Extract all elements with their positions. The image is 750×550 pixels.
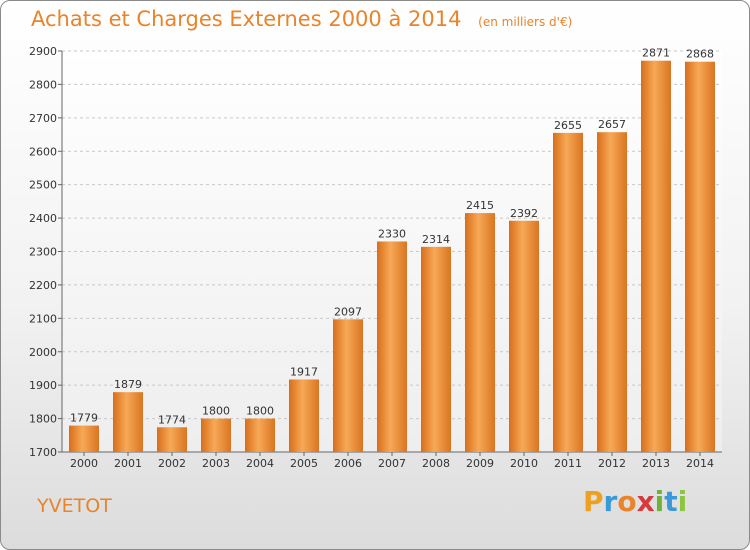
city-name: YVETOT [37, 495, 112, 517]
x-tick-label: 2007 [378, 457, 406, 470]
data-label: 1774 [158, 413, 186, 426]
data-label: 2415 [466, 199, 494, 212]
bar [113, 392, 143, 452]
x-tick-label: 2014 [686, 457, 714, 470]
logo-letter: i [677, 485, 688, 518]
x-tick-label: 2000 [70, 457, 98, 470]
data-label: 1879 [114, 378, 142, 391]
bar [597, 132, 627, 452]
bar [245, 418, 275, 452]
bar [553, 132, 583, 452]
x-tick-label: 2002 [158, 457, 186, 470]
y-tick-label: 2400 [29, 212, 57, 225]
data-label: 2655 [554, 119, 582, 132]
x-tick-label: 2011 [554, 457, 582, 470]
bar [377, 241, 407, 452]
x-tick-label: 2001 [114, 457, 142, 470]
proxiti-logo: Proxiti [583, 485, 687, 518]
y-tick-label: 2300 [29, 246, 57, 259]
y-tick-label: 2000 [29, 346, 57, 359]
x-tick-label: 2003 [202, 457, 230, 470]
y-tick-label: 2500 [29, 179, 57, 192]
data-label: 1800 [246, 405, 274, 418]
data-label: 2657 [598, 118, 626, 131]
data-label: 1800 [202, 405, 230, 418]
logo-letter: i [654, 485, 665, 518]
logo-letter: o [617, 485, 637, 518]
bar [333, 319, 363, 452]
y-tick-label: 2100 [29, 312, 57, 325]
bar [289, 379, 319, 452]
bar [421, 246, 451, 452]
data-label: 1779 [70, 412, 98, 425]
label-layer: 1700 1800 1900 2000 2100 2200 2300 2400 2500 2600… [29, 45, 714, 470]
logo-letter: r [603, 485, 618, 518]
x-tick-label: 2005 [290, 457, 318, 470]
logo-letter: P [583, 485, 604, 518]
bar [157, 427, 187, 452]
bar [201, 418, 231, 452]
y-tick-label: 1900 [29, 379, 57, 392]
x-tick-label: 2013 [642, 457, 670, 470]
y-tick-label: 1800 [29, 413, 57, 426]
chart-title: Achats et Charges Externes 2000 à 2014 (… [31, 7, 572, 31]
bar [509, 220, 539, 452]
x-tick-label: 2004 [246, 457, 274, 470]
bar [685, 61, 715, 453]
y-tick-label: 1700 [29, 446, 57, 459]
y-tick-label: 2800 [29, 78, 57, 91]
y-tick-label: 2900 [29, 45, 57, 58]
x-tick-label: 2006 [334, 457, 362, 470]
data-label: 1917 [290, 365, 318, 378]
x-tick-label: 2008 [422, 457, 450, 470]
logo-letter: x [636, 485, 655, 518]
x-tick-label: 2010 [510, 457, 538, 470]
y-tick-label: 2200 [29, 279, 57, 292]
bar-layer [69, 60, 715, 453]
data-label: 2314 [422, 233, 450, 246]
data-label: 2871 [642, 47, 670, 60]
data-label: 2868 [686, 48, 714, 61]
x-tick-label: 2012 [598, 457, 626, 470]
logo-letter: t [664, 485, 678, 518]
x-tick-label: 2009 [466, 457, 494, 470]
bar [69, 425, 99, 452]
bar [641, 60, 671, 453]
y-tick-label: 2600 [29, 145, 57, 158]
bar [465, 213, 495, 452]
chart-subtitle: (en milliers d'€) [478, 15, 573, 29]
chart-title-text: Achats et Charges Externes 2000 à 2014 [31, 7, 462, 31]
data-label: 2097 [334, 305, 362, 318]
data-label: 2392 [510, 207, 538, 220]
y-tick-label: 2700 [29, 112, 57, 125]
data-label: 2330 [378, 227, 406, 240]
